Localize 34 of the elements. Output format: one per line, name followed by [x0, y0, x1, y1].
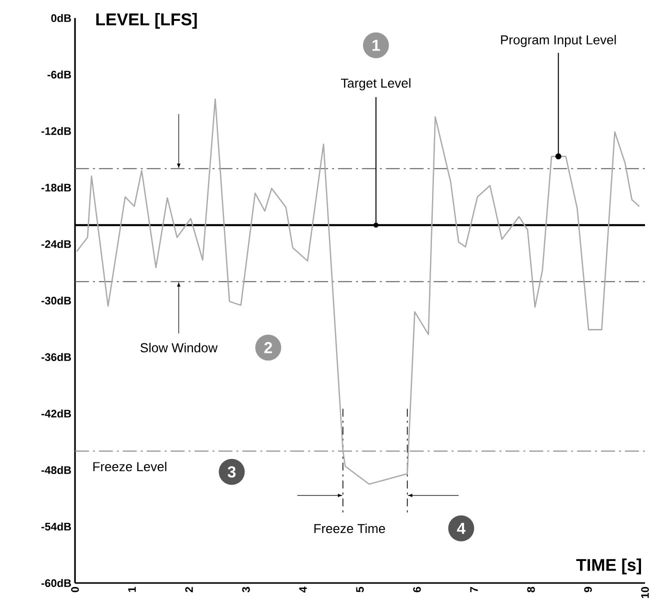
- x-tick-label: 10: [641, 586, 649, 598]
- y-tick-label: -60dB: [41, 578, 71, 588]
- annotation: Program Input Level: [501, 34, 616, 47]
- y-tick-label: -48dB: [41, 466, 71, 474]
- y-tick-label: -54dB: [41, 522, 71, 531]
- x-tick-label: 6: [413, 586, 421, 592]
- x-tick-label: 7: [470, 587, 478, 592]
- annotation: 1: [372, 40, 380, 51]
- annotation: 2: [264, 342, 272, 354]
- y-axis-title: LEVEL [LFS]: [96, 12, 197, 29]
- x-tick-label: 1: [128, 586, 136, 592]
- y-tick-label: -30dB: [41, 296, 71, 305]
- y-tick-label: -42dB: [41, 409, 71, 418]
- y-tick-label: -24dB: [41, 240, 71, 248]
- annotation: 4: [456, 522, 466, 534]
- line-series: [76, 98, 640, 485]
- annotation: Target Level: [340, 78, 410, 90]
- annotation: Slow Window: [140, 342, 218, 352]
- annotation: 3: [228, 466, 236, 478]
- y-tick-label: 0dB: [51, 14, 71, 22]
- ref-line-label: Freeze Level: [93, 462, 166, 472]
- x-tick-label: 3: [242, 586, 250, 592]
- x-tick-label: 0: [71, 586, 79, 592]
- x-tick-label: 9: [584, 586, 592, 592]
- y-tick-label: -36dB: [41, 352, 71, 362]
- y-tick-label: -18dB: [41, 183, 71, 192]
- x-tick-label: 4: [299, 586, 307, 592]
- annotation: Freeze Time: [314, 524, 385, 534]
- y-tick-label: -12dB: [41, 126, 71, 136]
- x-tick-label: 2: [185, 586, 193, 592]
- x-tick-label: 8: [527, 586, 535, 592]
- x-axis-title: TIME [s]: [576, 558, 641, 574]
- x-tick-label: 5: [356, 586, 364, 592]
- y-tick-label: -6dB: [48, 70, 71, 79]
